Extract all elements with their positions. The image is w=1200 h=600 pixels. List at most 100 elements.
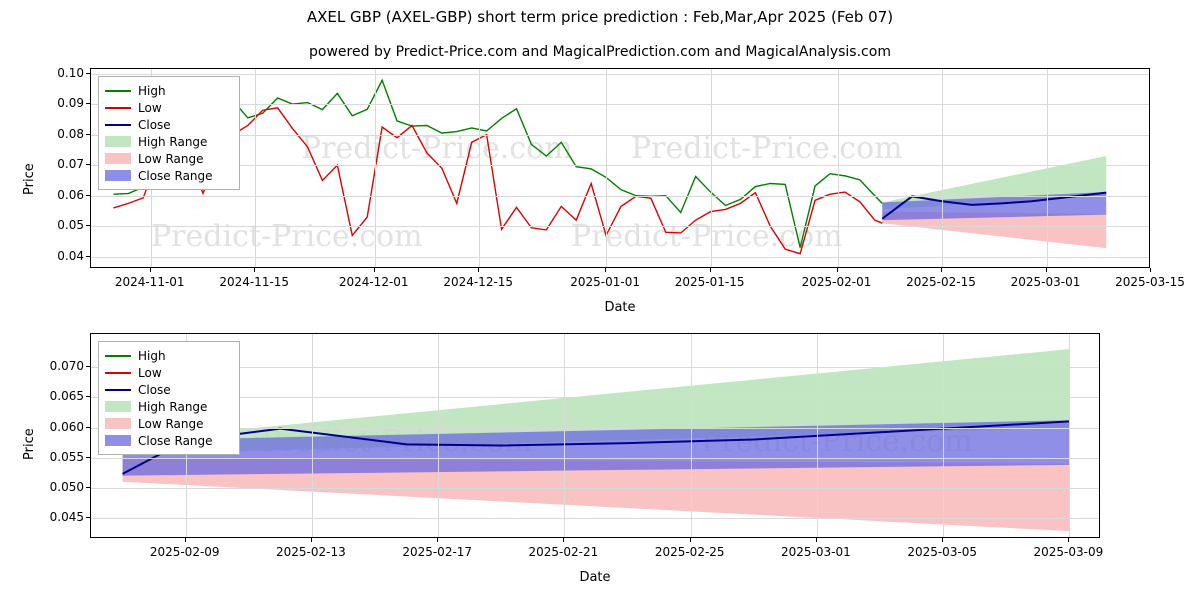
legend-swatch-high xyxy=(105,350,131,361)
x-tick-label: 2025-02-21 xyxy=(528,545,599,559)
gridline-vertical xyxy=(837,69,839,267)
x-tick-mark xyxy=(254,268,256,272)
x-tick-label: 2025-02-01 xyxy=(801,275,872,289)
y-tick-mark xyxy=(86,255,90,257)
gridline-horizontal xyxy=(91,226,1149,228)
legend-item: Low Range xyxy=(105,150,232,167)
legend-swatch-high-range xyxy=(105,136,131,147)
x-tick-label: 2025-03-01 xyxy=(1010,275,1081,289)
legend-label: Close Range xyxy=(138,168,213,183)
legend-label: Low xyxy=(138,365,162,380)
legend-item: Close Range xyxy=(105,432,232,449)
legend-label: Close xyxy=(138,117,171,132)
y-tick-mark xyxy=(86,103,90,105)
y-tick-mark xyxy=(86,72,90,74)
bottom-series-svg xyxy=(122,349,1070,532)
y-tick-mark xyxy=(86,133,90,135)
gridline-vertical xyxy=(690,334,692,537)
gridline-horizontal xyxy=(91,487,1099,489)
legend-item: High xyxy=(105,82,232,99)
top-plot-area: Predict-Price.com Predict-Price.com Pred… xyxy=(90,68,1150,268)
legend-item: Low xyxy=(105,364,232,381)
x-tick-mark xyxy=(605,268,607,272)
page-subtitle: powered by Predict-Price.com and Magical… xyxy=(309,44,891,60)
gridline-horizontal xyxy=(91,134,1149,136)
y-tick-mark xyxy=(86,426,90,428)
y-tick-label: 0.08 xyxy=(57,126,84,141)
x-tick-mark xyxy=(815,538,817,542)
y-tick-mark xyxy=(86,225,90,227)
y-tick-label: 0.050 xyxy=(49,479,84,494)
legend-label: Low xyxy=(138,100,162,115)
y-tick-label: 0.07 xyxy=(57,157,84,172)
x-tick-mark xyxy=(478,268,480,272)
gridline-horizontal xyxy=(91,104,1149,106)
x-tick-label: 2025-02-15 xyxy=(906,275,976,289)
bottom-legend: High Low Close High Range Low Range Close Ran… xyxy=(98,341,240,455)
gridline-horizontal xyxy=(91,457,1099,459)
x-tick-mark xyxy=(1068,538,1070,542)
x-tick-mark xyxy=(184,538,186,542)
x-tick-label: 2025-02-13 xyxy=(276,545,346,559)
legend-item: High Range xyxy=(105,133,232,150)
legend-item: Low Range xyxy=(105,415,232,432)
legend-label: High Range xyxy=(138,134,208,149)
y-tick-mark xyxy=(86,396,90,398)
x-tick-label: 2024-12-15 xyxy=(443,275,514,289)
x-tick-mark xyxy=(149,268,151,272)
y-tick-label: 0.10 xyxy=(57,65,84,80)
y-tick-label: 0.06 xyxy=(57,187,84,202)
gridline-horizontal xyxy=(91,73,1149,75)
x-tick-mark xyxy=(373,268,375,272)
x-tick-mark xyxy=(437,538,439,542)
legend-swatch-close-range xyxy=(105,435,131,446)
gridline-vertical xyxy=(311,334,313,537)
y-tick-mark xyxy=(86,366,90,368)
y-tick-label: 0.065 xyxy=(49,389,84,404)
legend-item: Low xyxy=(105,99,232,116)
gridline-vertical xyxy=(606,69,608,267)
legend-swatch-low xyxy=(105,367,131,378)
x-tick-mark xyxy=(689,538,691,542)
line-low xyxy=(113,107,883,255)
bottom-plot-area: Predict-Price.com Predict-Price.com xyxy=(90,333,1100,538)
gridline-vertical xyxy=(942,69,943,267)
gridline-vertical xyxy=(943,334,945,537)
legend-swatch-low-range xyxy=(105,418,131,429)
top-legend: High Low Close High Range Low Range Close Ran… xyxy=(98,76,240,190)
x-tick-label: 2025-01-01 xyxy=(570,275,640,289)
legend-swatch-close xyxy=(105,384,131,395)
y-tick-label: 0.070 xyxy=(49,359,84,374)
legend-item: High xyxy=(105,347,232,364)
line-high xyxy=(113,78,883,248)
gridline-horizontal xyxy=(91,256,1149,258)
x-tick-mark xyxy=(709,268,711,272)
band-low-range xyxy=(882,211,1107,249)
x-tick-mark xyxy=(563,538,565,542)
x-tick-label: 2024-11-01 xyxy=(114,275,185,289)
gridline-vertical xyxy=(1046,69,1048,267)
gridline-horizontal xyxy=(91,427,1099,429)
y-tick-label: 0.045 xyxy=(49,509,84,524)
gridline-horizontal xyxy=(91,397,1099,399)
legend-label: High xyxy=(138,83,166,98)
legend-item: High Range xyxy=(105,398,232,415)
y-tick-label: 0.05 xyxy=(57,218,84,233)
y-tick-label: 0.055 xyxy=(49,449,84,464)
top-x-axis-label: Date xyxy=(604,300,636,315)
bottom-x-axis-label: Date xyxy=(579,570,611,585)
page-title: AXEL GBP (AXEL-GBP) short term price pre… xyxy=(306,8,894,26)
legend-swatch-close-range xyxy=(105,170,131,181)
x-tick-label: 2025-02-25 xyxy=(654,545,725,559)
x-tick-label: 2025-03-09 xyxy=(1033,545,1104,559)
y-tick-mark xyxy=(86,516,90,518)
legend-item: Close xyxy=(105,381,232,398)
gridline-horizontal xyxy=(91,367,1099,369)
legend-swatch-close xyxy=(105,119,131,130)
y-tick-mark xyxy=(86,164,90,166)
top-series-svg xyxy=(113,78,1107,255)
legend-label: Low Range xyxy=(138,416,204,431)
gridline-vertical xyxy=(479,69,481,267)
x-tick-label: 2025-01-15 xyxy=(674,275,745,289)
gridline-vertical xyxy=(564,334,566,537)
